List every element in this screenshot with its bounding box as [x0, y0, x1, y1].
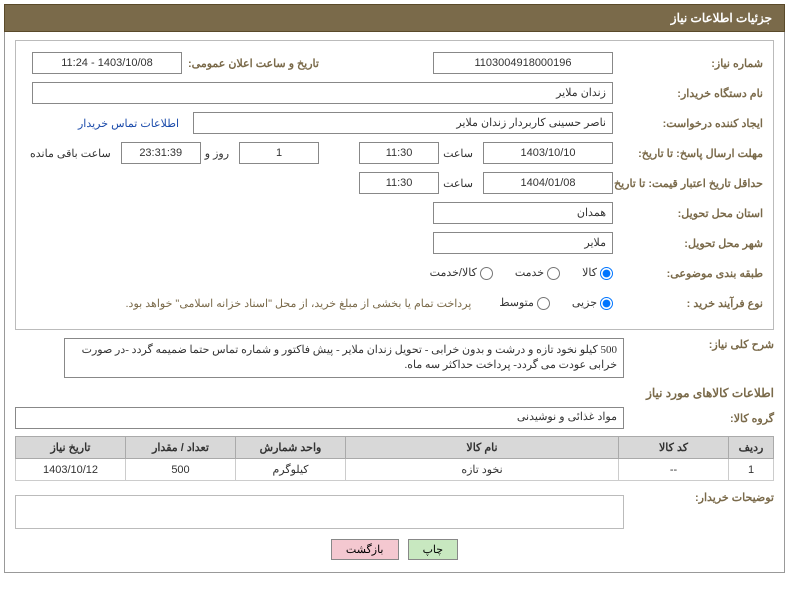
cell-row: 1 [729, 459, 774, 481]
announce-value: 1403/10/08 - 11:24 [32, 52, 182, 74]
subject-class-radios: کالا خدمت کالا/خدمت [412, 266, 613, 280]
table-row: 1--نخود تازهکیلوگرم5001403/10/12 [16, 459, 774, 481]
creator-label: ایجاد کننده درخواست: [613, 117, 763, 130]
purchase-note: پرداخت تمام یا بخشی از مبلغ خرید، از محل… [126, 297, 472, 310]
remain-word: ساعت باقی مانده [30, 147, 111, 160]
need-no-value: 1103004918000196 [433, 52, 613, 74]
row-creator: ایجاد کننده درخواست: ناصر حسینی کاربردار… [26, 111, 763, 135]
desc-text: 500 کیلو نخود تازه و درشت و بدون خرابی -… [64, 338, 624, 378]
row-subject-class: طبقه بندی موضوعی: کالا خدمت کالا/خدمت [26, 261, 763, 285]
th-need-date: تاریخ نیاز [16, 437, 126, 459]
announce-label: تاریخ و ساعت اعلان عمومی: [182, 57, 319, 70]
need-no-label: شماره نیاز: [613, 57, 763, 70]
back-button[interactable]: بازگشت [331, 539, 399, 560]
cell-name: نخود تازه [346, 459, 619, 481]
row-deadline: مهلت ارسال پاسخ: تا تاریخ: 1403/10/10 سا… [26, 141, 763, 165]
hour-label-2: ساعت [443, 177, 473, 190]
province-value: همدان [433, 202, 613, 224]
subject-class-label: طبقه بندی موضوعی: [613, 267, 763, 280]
group-label: گروه کالا: [624, 412, 774, 425]
main-panel: شماره نیاز: 1103004918000196 تاریخ و ساع… [4, 32, 785, 573]
radio-partial-label[interactable]: جزیی [572, 296, 613, 310]
row-description: شرح کلی نیاز: 500 کیلو نخود تازه و درشت … [15, 338, 774, 378]
deadline-label: مهلت ارسال پاسخ: تا تاریخ: [613, 147, 763, 160]
cell-qty: 500 [126, 459, 236, 481]
buyer-org-value: زندان ملایر [32, 82, 613, 104]
cell-unit: کیلوگرم [236, 459, 346, 481]
goods-section-title: اطلاعات کالاهای مورد نیاز [15, 386, 774, 400]
th-row: ردیف [729, 437, 774, 459]
city-label: شهر محل تحویل: [613, 237, 763, 250]
row-buyer-org: نام دستگاه خریدار: زندان ملایر [26, 81, 763, 105]
row-validity: حداقل تاریخ اعتبار قیمت: تا تاریخ: 1404/… [26, 171, 763, 195]
print-button[interactable]: چاپ [408, 539, 459, 560]
row-province: استان محل تحویل: همدان [26, 201, 763, 225]
buyer-remarks-box [15, 495, 624, 529]
radio-medium-label[interactable]: متوسط [499, 296, 550, 310]
deadline-date: 1403/10/10 [483, 142, 613, 164]
buyer-remarks-label: توضیحات خریدار: [624, 491, 774, 504]
purchase-type-radios: جزیی متوسط [481, 296, 613, 310]
deadline-time: 11:30 [359, 142, 439, 164]
row-purchase-type: نوع فرآیند خرید : جزیی متوسط پرداخت تمام… [26, 291, 763, 315]
th-unit: واحد شمارش [236, 437, 346, 459]
buyer-org-label: نام دستگاه خریدار: [613, 87, 763, 100]
city-value: ملایر [433, 232, 613, 254]
th-name: نام کالا [346, 437, 619, 459]
th-qty: تعداد / مقدار [126, 437, 236, 459]
purchase-type-label: نوع فرآیند خرید : [613, 297, 763, 310]
row-city: شهر محل تحویل: ملایر [26, 231, 763, 255]
radio-goods[interactable] [600, 267, 613, 280]
th-code: کد کالا [619, 437, 729, 459]
validity-label: حداقل تاریخ اعتبار قیمت: تا تاریخ: [613, 177, 763, 190]
cell-need_date: 1403/10/12 [16, 459, 126, 481]
days-left: 1 [239, 142, 319, 164]
group-value: مواد غذائی و نوشیدنی [15, 407, 624, 429]
hour-label-1: ساعت [443, 147, 473, 160]
province-label: استان محل تحویل: [613, 207, 763, 220]
creator-value: ناصر حسینی کاربردار زندان ملایر [193, 112, 613, 134]
cell-code: -- [619, 459, 729, 481]
page-title: جزئیات اطلاعات نیاز [671, 11, 772, 25]
radio-service[interactable] [547, 267, 560, 280]
radio-partial[interactable] [600, 297, 613, 310]
desc-label: شرح کلی نیاز: [624, 338, 774, 351]
table-header-row: ردیف کد کالا نام کالا واحد شمارش تعداد /… [16, 437, 774, 459]
details-fieldset: شماره نیاز: 1103004918000196 تاریخ و ساع… [15, 40, 774, 330]
row-need-no: شماره نیاز: 1103004918000196 تاریخ و ساع… [26, 51, 763, 75]
button-row: چاپ بازگشت [15, 539, 774, 560]
radio-goods-label[interactable]: کالا [582, 266, 613, 280]
radio-service-label[interactable]: خدمت [515, 266, 560, 280]
validity-time: 11:30 [359, 172, 439, 194]
countdown: 23:31:39 [121, 142, 201, 164]
validity-date: 1404/01/08 [483, 172, 613, 194]
radio-both-label[interactable]: کالا/خدمت [430, 266, 493, 280]
radio-medium[interactable] [537, 297, 550, 310]
radio-both[interactable] [480, 267, 493, 280]
page-header: جزئیات اطلاعات نیاز [4, 4, 785, 32]
buyer-contact-link[interactable]: اطلاعات تماس خریدار [78, 117, 179, 130]
row-group: گروه کالا: مواد غذائی و نوشیدنی [15, 406, 774, 430]
goods-table: ردیف کد کالا نام کالا واحد شمارش تعداد /… [15, 436, 774, 481]
row-buyer-remarks: توضیحات خریدار: [15, 491, 774, 529]
day-word: روز و [205, 147, 229, 160]
